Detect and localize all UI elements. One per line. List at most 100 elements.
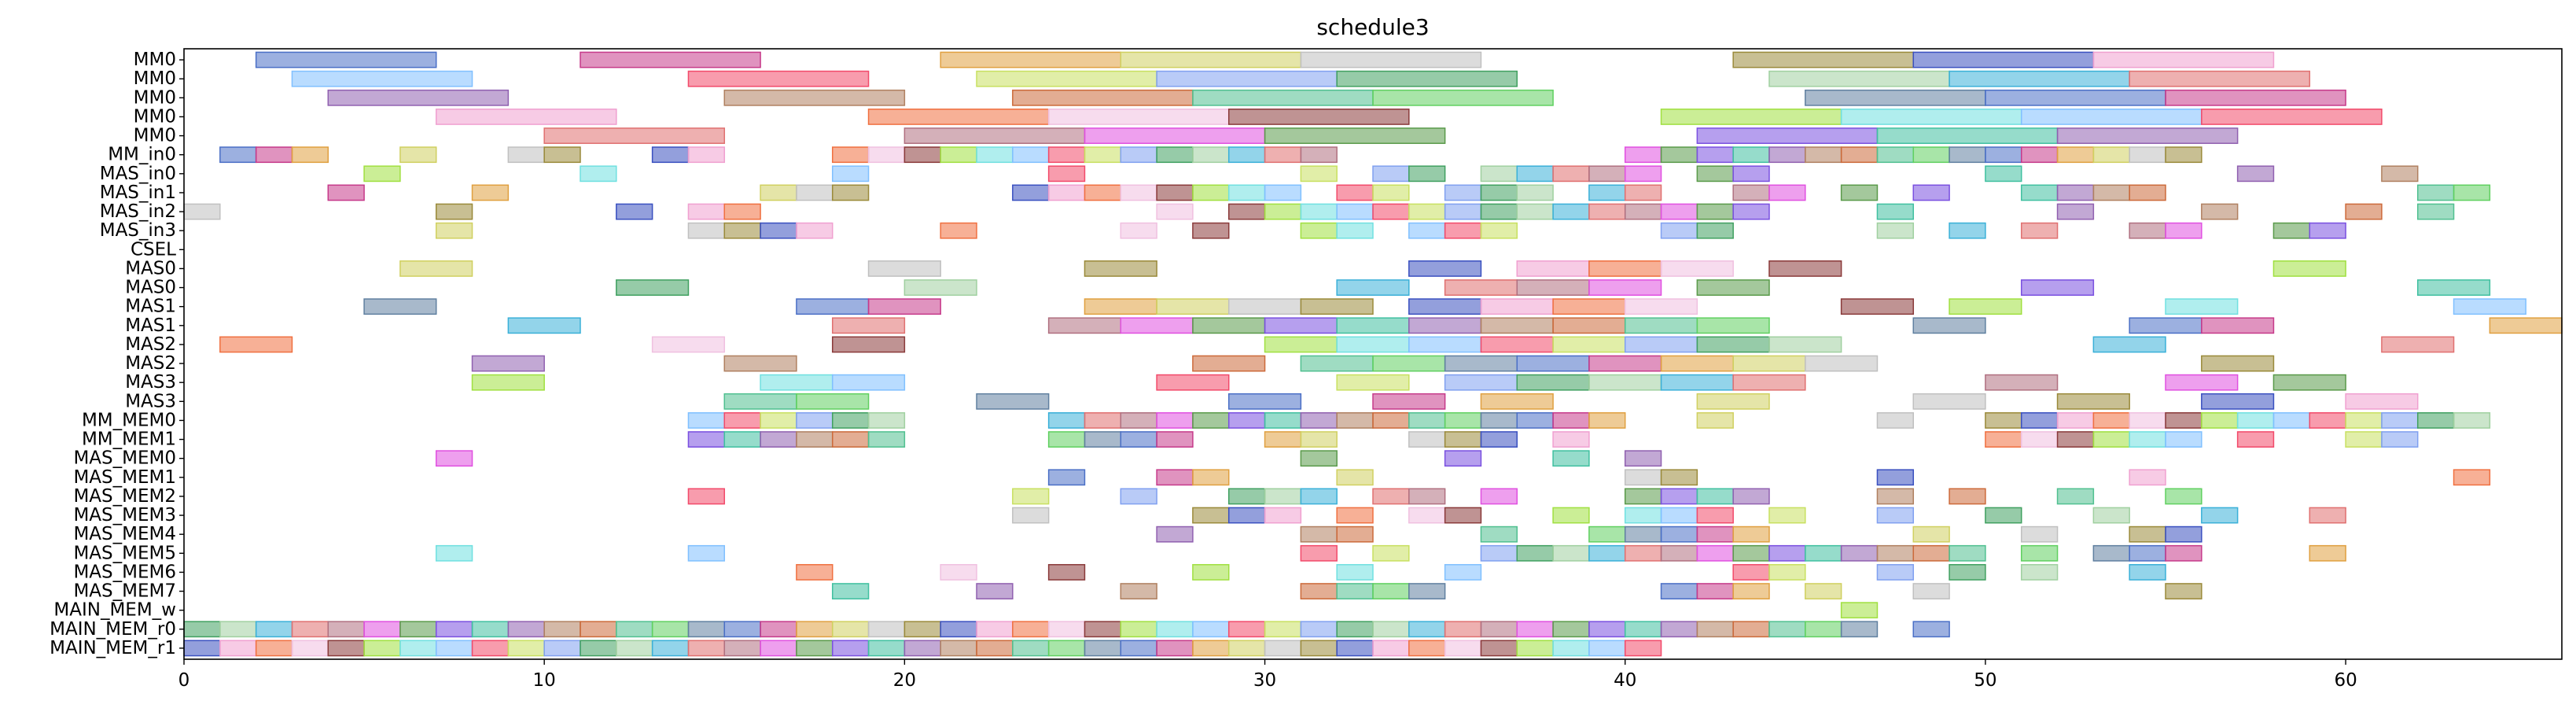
task-bar [616,279,690,296]
task-bar [1300,431,1338,448]
task-bar [867,621,906,638]
task-bar [1732,203,1770,220]
task-bar [1156,469,1194,486]
task-bar [1732,544,1770,562]
task-bar [1985,374,2059,391]
task-bar [903,640,941,657]
task-bar [2345,393,2419,410]
task-bar [1552,336,1626,353]
task-bar [1732,51,1915,68]
task-bar [435,450,473,467]
task-bar [1336,374,1410,391]
task-bar [2201,507,2239,524]
x-tick-label: 40 [1614,670,1636,691]
task-bar [760,184,797,201]
task-bar [1408,412,1446,429]
task-bar [2201,317,2275,334]
task-bar [2381,431,2419,448]
task-bar [1408,640,1446,657]
task-bar [291,640,329,657]
y-tick-label: MM_MEM0 [82,410,176,430]
task-bar [1336,469,1374,486]
task-bar [1516,621,1554,638]
task-bar [1227,298,1302,315]
task-bar [1408,317,1482,334]
task-bar [1768,184,1806,201]
task-bar [1480,184,1518,201]
y-tick-label: MAS_MEM4 [73,524,176,544]
task-bar [1084,260,1157,277]
task-bar [1876,127,2059,144]
task-bar [1768,146,1806,164]
task-bar [1588,165,1626,183]
task-bar [1552,298,1626,315]
task-bar [1156,431,1194,448]
task-bar [1840,109,2022,125]
task-bar [1336,564,1374,581]
task-bar [1444,412,1482,429]
task-bar [507,640,545,657]
task-bar [1912,544,1950,562]
task-bar [1768,544,1806,562]
task-bar [1624,544,1662,562]
task-bar [2165,525,2202,543]
task-bar [2056,488,2095,505]
task-bar [183,640,221,657]
task-bar [976,640,1014,657]
task-bar [1300,583,1338,599]
task-bar [1912,525,1950,543]
y-tick-label: MM0 [134,50,176,70]
y-tick-label: MAIN_MEM_r0 [50,619,176,640]
y-tick-label: MAS_MEM5 [73,543,176,563]
task-bar [831,317,906,334]
task-bar [1480,640,1518,657]
task-bar [1876,222,1915,239]
task-bar [1912,621,1950,638]
task-bar [1588,279,1662,296]
task-bar [1660,544,1698,562]
task-bar [1012,184,1050,201]
task-bar [1227,507,1266,524]
task-bar [1444,431,1482,448]
task-bar [1805,621,1842,638]
task-bar [363,165,401,183]
task-bar [1372,203,1410,220]
task-bar [1696,583,1734,599]
task-bar [1264,431,1302,448]
task-bar [435,203,473,220]
task-bar [687,621,726,638]
task-bar [255,621,293,638]
task-bar [1372,184,1410,201]
task-bar [1624,488,1662,505]
task-bar [831,431,870,448]
task-bar [1120,317,1194,334]
task-bar [1120,51,1302,68]
task-bar [2381,165,2419,183]
task-bar [867,260,941,277]
chart-title: schedule3 [1316,14,1429,40]
task-bar [2092,544,2130,562]
task-bar [2165,583,2202,599]
task-bar [1985,507,2022,524]
task-bar [1047,317,1122,334]
task-bar [1156,412,1194,429]
task-bar [687,431,726,448]
task-bar [1985,431,2022,448]
task-bar [1336,203,1374,220]
task-bar [507,146,545,164]
task-bar [1227,146,1266,164]
task-bar [1624,469,1662,486]
task-bar [2092,184,2130,201]
task-bar [1084,640,1122,657]
task-bar [1372,583,1410,599]
task-bar [507,621,545,638]
task-bar [940,146,977,164]
task-bar [1264,621,1302,638]
task-bar [723,393,797,410]
task-bar [1985,165,2022,183]
task-bar [1084,127,1266,144]
task-bar [1444,184,1482,201]
task-bar [1192,184,1230,201]
task-bar [1227,109,1410,125]
